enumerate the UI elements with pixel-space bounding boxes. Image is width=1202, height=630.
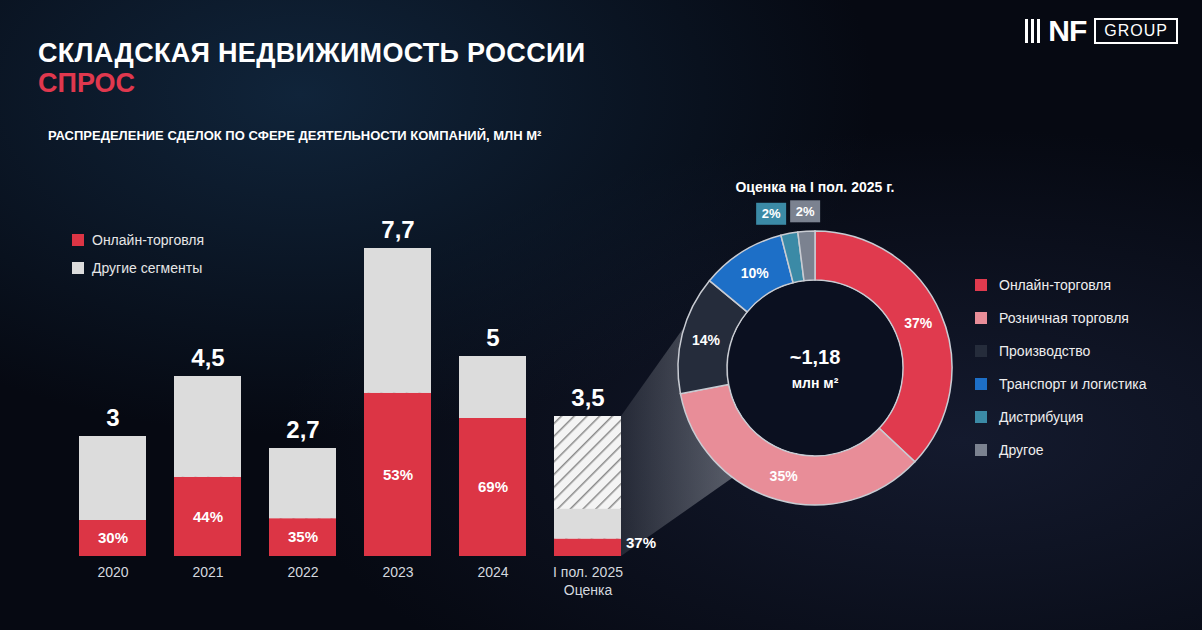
svg-text:~1,181.18: ~1,181.18: [790, 346, 841, 368]
svg-text:4,5: 4,5: [191, 344, 224, 371]
html-text:Транспорт и логистика: Транспорт и логистика: [999, 375, 1147, 392]
html-text:Онлайн-торговля: Онлайн-торговля: [92, 232, 205, 248]
svg-text:35%: 35%: [770, 468, 799, 484]
svg-text:30%30: 30%30: [98, 529, 128, 546]
svg-text:37%: 37%: [904, 315, 933, 331]
svg-text:3,5: 3,5: [571, 384, 604, 411]
svg-text:5: 5: [486, 324, 499, 351]
svg-text:35%35: 35%35: [288, 528, 318, 545]
svg-text:Оценка на I пол. 2025 г.: Оценка на I пол. 2025 г.: [735, 179, 894, 195]
html-text:NF: NF: [1048, 14, 1087, 47]
svg-text:I пол. 2025: I пол. 2025: [553, 564, 623, 580]
html-text:Розничная торговля: Розничная торговля: [999, 309, 1129, 326]
html-text:Онлайн-торговля: Онлайн-торговля: [999, 276, 1112, 293]
html-text:СПРОС: СПРОС: [38, 68, 136, 98]
svg-text:2021: 2021: [192, 564, 223, 580]
svg-text:2020: 2020: [97, 564, 128, 580]
svg-text:2,7: 2,7: [286, 416, 319, 443]
html-text:РАСПРЕДЕЛЕНИЕ СДЕЛОК ПО СФЕРЕ: РАСПРЕДЕЛЕНИЕ СДЕЛОК ПО СФЕРЕ ДЕЯТЕЛЬНОС…: [48, 128, 542, 143]
svg-text:млн м²: млн м²: [792, 375, 839, 391]
html-text:Другие сегменты: Другие сегменты: [92, 260, 203, 276]
svg-text:2023: 2023: [382, 564, 413, 580]
html-text:Производство: Производство: [999, 342, 1091, 359]
html-text:GROUP: GROUP: [1104, 22, 1168, 39]
html-text:СКЛАДСКАЯ НЕДВИЖИМОСТЬ РОССИИ: СКЛАДСКАЯ НЕДВИЖИМОСТЬ РОССИИ: [38, 38, 586, 68]
html-text:Другое: Другое: [999, 441, 1044, 458]
svg-text:2024: 2024: [477, 564, 508, 580]
svg-text:53%53: 53%53: [383, 466, 413, 483]
svg-text:69%69: 69%69: [478, 478, 508, 495]
svg-text:10%: 10%: [741, 265, 770, 281]
svg-text:44%44: 44%44: [193, 508, 223, 525]
svg-text:7,7: 7,7: [381, 216, 414, 243]
svg-text:2%: 2%: [762, 206, 781, 221]
svg-text:14%: 14%: [692, 332, 721, 348]
html-text:Дистрибуция: Дистрибуция: [999, 408, 1084, 425]
svg-text:37%37: 37%37: [626, 534, 656, 551]
svg-text:2%: 2%: [796, 204, 815, 219]
svg-text:3: 3: [106, 404, 119, 431]
svg-text:Оценка: Оценка: [564, 582, 613, 598]
svg-text:2022: 2022: [287, 564, 318, 580]
